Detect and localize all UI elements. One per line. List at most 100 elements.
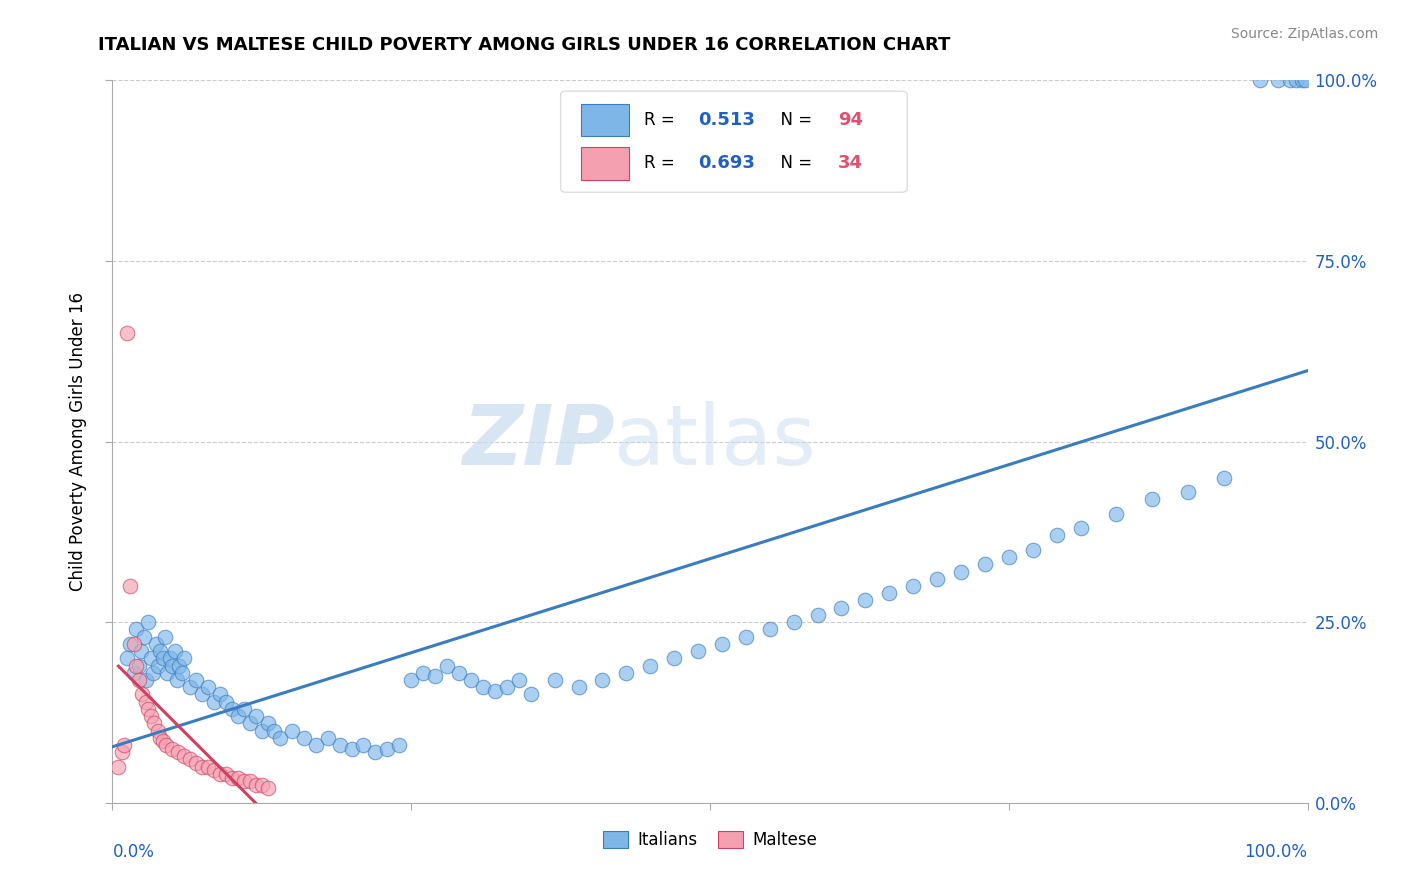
Point	[128, 673, 150, 687]
Point	[191, 687, 214, 701]
Point	[974, 558, 997, 572]
Point	[998, 550, 1021, 565]
Text: 94: 94	[838, 111, 863, 129]
Point	[122, 665, 145, 680]
Point	[1177, 485, 1199, 500]
Point	[508, 673, 530, 687]
Point	[149, 731, 172, 745]
Point	[245, 778, 267, 792]
Bar	[581, 147, 628, 179]
Point	[664, 651, 686, 665]
Point	[281, 723, 304, 738]
Point	[139, 651, 162, 665]
Point	[568, 680, 591, 694]
Point	[1291, 73, 1313, 87]
Point	[221, 702, 243, 716]
Legend: Italians, Maltese: Italians, Maltese	[596, 824, 824, 856]
Text: Source: ZipAtlas.com: Source: ZipAtlas.com	[1230, 27, 1378, 41]
Point	[197, 680, 219, 694]
Point	[1294, 73, 1316, 87]
Point	[735, 630, 758, 644]
Text: R =: R =	[644, 111, 681, 129]
Point	[156, 665, 179, 680]
Point	[209, 767, 232, 781]
Point	[221, 771, 243, 785]
Point	[1213, 471, 1236, 485]
FancyBboxPatch shape	[561, 91, 907, 193]
Point	[120, 637, 142, 651]
Point	[239, 774, 262, 789]
Point	[135, 673, 157, 687]
Point	[145, 637, 167, 651]
Text: 0.0%: 0.0%	[112, 843, 155, 861]
Point	[125, 623, 148, 637]
Point	[122, 637, 145, 651]
Point	[152, 651, 174, 665]
Point	[688, 644, 710, 658]
Point	[173, 651, 195, 665]
Point	[520, 687, 543, 701]
Point	[807, 607, 830, 622]
Point	[711, 637, 734, 651]
Point	[425, 669, 447, 683]
Point	[191, 760, 214, 774]
Point	[111, 745, 134, 759]
Point	[233, 774, 256, 789]
Point	[132, 630, 155, 644]
Point	[146, 658, 169, 673]
Point	[257, 781, 280, 796]
Point	[226, 709, 249, 723]
Point	[460, 673, 482, 687]
Y-axis label: Child Poverty Among Girls Under 16: Child Poverty Among Girls Under 16	[69, 292, 87, 591]
Point	[115, 651, 138, 665]
Text: ITALIAN VS MALTESE CHILD POVERTY AMONG GIRLS UNDER 16 CORRELATION CHART: ITALIAN VS MALTESE CHILD POVERTY AMONG G…	[98, 36, 950, 54]
Point	[186, 673, 208, 687]
Point	[250, 723, 273, 738]
Point	[170, 665, 193, 680]
Point	[115, 326, 138, 341]
Point	[159, 651, 181, 665]
Point	[592, 673, 614, 687]
Point	[107, 760, 129, 774]
Point	[1022, 542, 1045, 557]
Point	[543, 673, 565, 687]
Point	[950, 565, 973, 579]
Text: N =: N =	[770, 111, 817, 129]
Point	[152, 734, 174, 748]
Text: 34: 34	[838, 154, 863, 172]
Point	[1070, 521, 1092, 535]
Point	[120, 579, 142, 593]
Point	[179, 752, 201, 766]
Point	[169, 658, 191, 673]
Point	[215, 767, 238, 781]
Point	[239, 716, 262, 731]
Point	[616, 665, 638, 680]
Point	[215, 695, 238, 709]
Point	[114, 738, 135, 752]
Point	[364, 745, 387, 759]
Point	[209, 687, 232, 701]
Point	[831, 600, 853, 615]
Point	[340, 741, 363, 756]
Point	[292, 731, 315, 745]
Point	[202, 695, 225, 709]
Point	[927, 572, 949, 586]
Point	[436, 658, 458, 673]
Point	[167, 745, 190, 759]
Point	[329, 738, 352, 752]
Point	[139, 709, 162, 723]
Point	[162, 741, 183, 756]
Point	[226, 771, 249, 785]
Point	[484, 683, 506, 698]
Point	[250, 778, 273, 792]
Point	[855, 593, 877, 607]
Point	[1105, 507, 1128, 521]
Text: 100.0%: 100.0%	[1244, 843, 1308, 861]
Point	[903, 579, 925, 593]
Point	[146, 723, 169, 738]
Point	[472, 680, 495, 694]
Point	[179, 680, 201, 694]
Point	[269, 731, 291, 745]
Point	[163, 644, 186, 658]
Point	[131, 687, 153, 701]
